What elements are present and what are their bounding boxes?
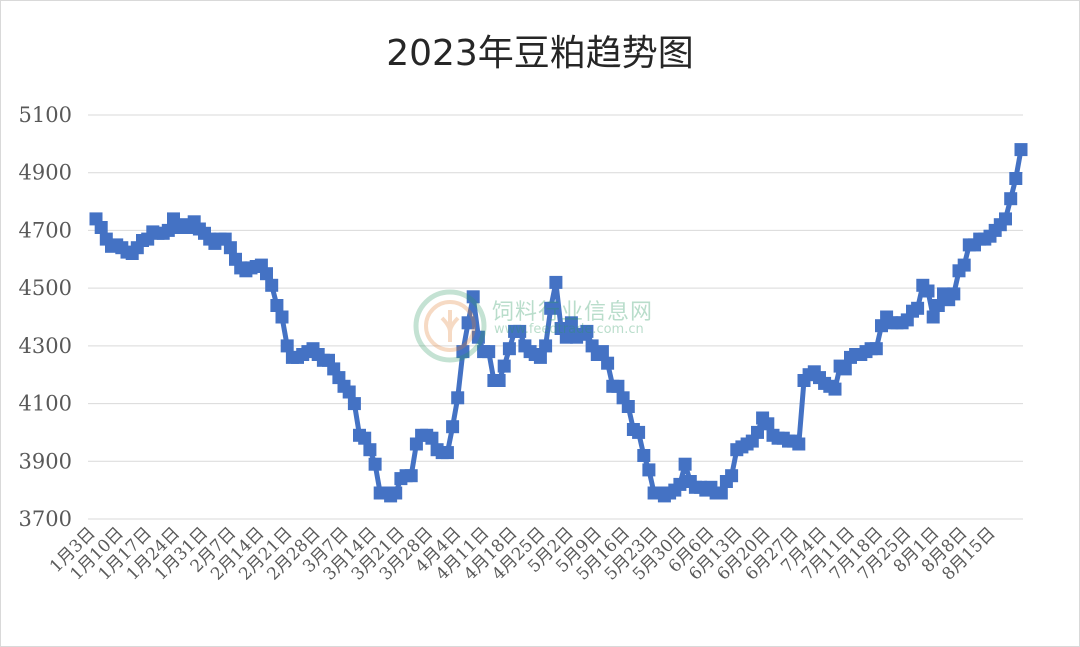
y-tick-label: 4900 [19,161,72,185]
x-axis-tick-labels: 1月3日1月10日1月17日1月24日1月31日2月7日2月14日2月21日2月… [46,523,999,584]
y-axis-tick-labels: 3700 3900 4100 4300 4500 4700 4900 5100 [19,103,72,531]
data-point [921,284,935,298]
data-point [492,374,506,387]
data-point [404,469,418,483]
data-point [1014,143,1028,157]
data-point [539,339,553,353]
watermark-text: 饲料行业信息网 [492,300,654,325]
series-soybean-meal-price [89,143,1028,503]
data-point [513,324,527,338]
data-point [828,382,842,396]
data-point [1009,172,1023,185]
y-tick-label: 3900 [19,449,72,473]
data-point [389,486,403,500]
data-point [368,457,382,471]
y-tick-label: 4300 [19,334,72,358]
data-point [161,223,175,237]
data-point [621,400,635,413]
data-point [947,287,961,301]
y-tick-label: 3700 [19,507,72,531]
data-point [931,299,945,312]
y-tick-label: 5100 [19,103,72,127]
data-point [482,345,496,359]
watermark-logo [413,289,487,363]
data-point [611,379,625,393]
data-point [838,362,852,376]
data-point [347,397,361,411]
data-point [265,278,279,292]
watermark-url: www.feedtrade.com.cn [494,322,644,337]
data-point [642,463,656,477]
data-point [544,301,558,315]
data-point [275,310,289,324]
data-point [502,342,516,356]
y-tick-label: 4100 [19,392,72,416]
data-point [564,316,578,330]
data-point [471,330,485,344]
data-point [559,330,573,344]
data-point [751,425,764,439]
data-point [466,290,480,304]
y-tick-label: 4500 [19,276,72,300]
data-point [342,385,356,399]
data-point [632,425,646,439]
data-point [999,212,1012,226]
data-point [461,316,475,330]
data-point [533,350,547,364]
data-point [957,258,971,272]
y-tick-label: 4700 [19,218,72,242]
data-point [358,431,372,445]
data-point [280,339,294,353]
data-point [446,420,460,434]
data-point [725,469,739,483]
data-point [926,310,940,324]
data-point [1004,192,1018,206]
data-point [911,301,925,315]
data-point [223,241,237,255]
data-point [363,443,377,457]
data-point [456,345,470,359]
data-point [580,324,594,338]
data-point [792,437,806,451]
data-point [270,299,284,312]
chart-title: 2023年豆粕趋势图 [386,33,694,74]
data-point [440,446,454,460]
data-point [601,356,615,370]
data-point [425,431,439,445]
data-point [637,449,651,462]
data-point [497,359,511,373]
data-point [761,417,775,431]
data-point [595,345,609,359]
data-point [673,477,687,491]
data-point [714,486,728,500]
data-point [869,342,883,356]
data-point [678,457,692,471]
data-point [451,391,465,405]
data-point [260,267,273,281]
data-point [94,221,108,234]
data-point [549,275,563,289]
